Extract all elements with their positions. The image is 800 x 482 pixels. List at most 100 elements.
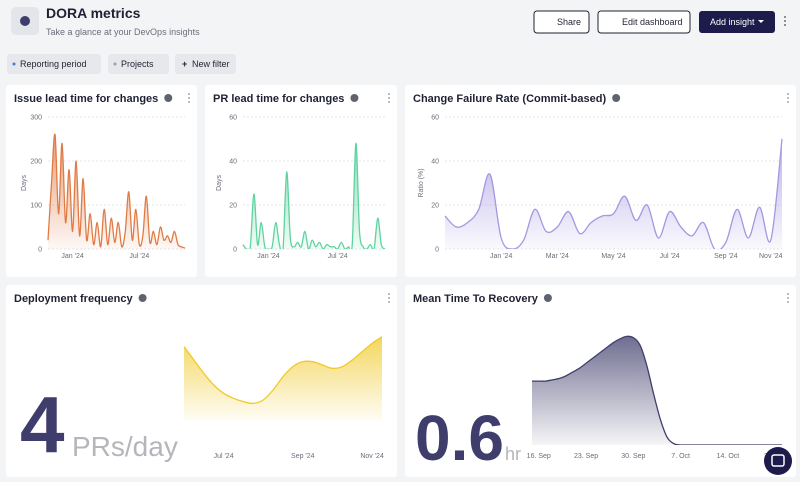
x-tick-label: Jan '24	[257, 253, 279, 260]
x-tick-label: Jul '24	[328, 253, 348, 260]
y-tick-label: 40	[229, 159, 237, 166]
y-tick-label: 40	[431, 159, 439, 166]
kebab-dot[interactable]	[787, 297, 789, 299]
kebab-dot[interactable]	[787, 293, 789, 295]
y-tick-label: 0	[435, 247, 439, 254]
filter-label[interactable]: Reporting period	[20, 59, 87, 69]
filter-chip[interactable]	[175, 54, 236, 74]
y-tick-label: 60	[431, 115, 439, 122]
area-fill	[48, 134, 185, 249]
x-tick-label: May '24	[601, 253, 625, 260]
x-tick-label: Sep '24	[714, 253, 738, 260]
kebab-dot[interactable]	[787, 101, 789, 103]
filter-chip[interactable]	[7, 54, 101, 74]
x-tick-label: Mar '24	[546, 253, 569, 260]
kebab-dot[interactable]	[188, 101, 190, 103]
edit-label[interactable]: Edit dashboard	[622, 17, 683, 27]
x-tick-label: Nov '24	[759, 253, 783, 260]
x-tick-label: 30. Sep	[621, 453, 645, 460]
filter-label[interactable]: Projects	[121, 59, 154, 69]
kebab-dot[interactable]	[388, 297, 390, 299]
y-axis-label: Days	[216, 175, 223, 191]
y-tick-label: 20	[229, 203, 237, 210]
edit-button[interactable]	[597, 10, 691, 34]
x-tick-label: Jul '24	[129, 253, 149, 260]
kebab-dot[interactable]	[388, 93, 390, 95]
kebab-dot[interactable]	[787, 93, 789, 95]
card-title: Change Failure Rate (Commit-based)	[413, 93, 606, 105]
kebab-dot[interactable]	[188, 97, 190, 99]
insight-card: Deployment frequency 4 PRs/day Jul '24 Sep '…	[6, 285, 397, 477]
y-axis-label: Days	[21, 175, 28, 191]
insight-card: Change Failure Rate (Commit-based) 0 20 40 6…	[405, 85, 796, 277]
y-tick-label: 100	[30, 203, 42, 210]
kebab-dot[interactable]	[787, 97, 789, 99]
y-tick-label: 60	[229, 115, 237, 122]
page-title: DORA metrics	[46, 5, 141, 21]
kebab-dot[interactable]	[388, 97, 390, 99]
big-number: 0.6	[415, 402, 504, 474]
y-tick-label: 20	[431, 203, 439, 210]
plus-icon: +	[182, 59, 187, 69]
chat-icon	[771, 454, 785, 467]
x-tick-label: 14. Oct	[717, 453, 740, 460]
line	[444, 138, 783, 249]
help-icon	[350, 94, 359, 102]
line	[531, 335, 782, 445]
share-label[interactable]: Share	[557, 17, 581, 27]
x-tick-label: Jul '24	[214, 453, 234, 460]
filter-label[interactable]: New filter	[192, 59, 230, 69]
x-tick-label: Jan '24	[61, 253, 83, 260]
y-axis-label: Ratio (%)	[418, 168, 425, 197]
filter-chip[interactable]	[108, 54, 169, 74]
insight-card: Issue lead time for changes 0 100 200 300 Day…	[6, 85, 197, 277]
line	[183, 336, 383, 405]
card-title: Deployment frequency	[14, 293, 133, 305]
x-tick-label: 23. Sep	[574, 453, 598, 460]
kebab-dot[interactable]	[388, 101, 390, 103]
y-tick-label: 200	[30, 159, 42, 166]
caret	[758, 20, 764, 23]
page-subtitle: Take a glance at your DevOps insights	[46, 27, 200, 37]
icon-glyph	[20, 16, 30, 26]
share-button[interactable]	[533, 10, 590, 34]
help-icon	[612, 94, 621, 102]
big-number: 4	[20, 380, 65, 469]
big-unit: hr	[505, 444, 521, 464]
help-icon	[164, 94, 173, 102]
x-tick-label: 7. Oct	[671, 453, 690, 460]
insight-card: PR lead time for changes 0 20 40 60 Days Jan '…	[205, 85, 397, 277]
card-title: Mean Time To Recovery	[413, 293, 539, 305]
add-insight-button[interactable]	[699, 11, 775, 33]
kebab-dot[interactable]	[388, 301, 390, 303]
chip-dot	[113, 62, 117, 66]
y-tick-label: 300	[30, 115, 42, 122]
more-menu[interactable]	[784, 16, 786, 26]
x-tick-label: Jan '24	[490, 253, 512, 260]
x-tick-label: Sep '24	[291, 453, 315, 460]
kebab-dot[interactable]	[388, 293, 390, 295]
card-title: PR lead time for changes	[213, 93, 344, 105]
kebab-dot[interactable]	[188, 93, 190, 95]
line	[242, 142, 386, 249]
chat-button[interactable]	[764, 447, 792, 475]
area-fill	[532, 336, 782, 445]
y-tick-label: 0	[233, 247, 237, 254]
area-fill	[243, 143, 385, 249]
y-tick-label: 0	[38, 247, 42, 254]
help-icon	[543, 294, 552, 302]
card-title: Issue lead time for changes	[14, 93, 158, 105]
insight-card: Mean Time To Recovery 0.6 hr 16. Sep 23. Sep…	[405, 285, 796, 477]
line	[47, 133, 186, 249]
add-insight-label[interactable]: Add insight	[710, 17, 755, 27]
x-tick-label: Nov '24	[360, 453, 384, 460]
x-tick-label: 16. Sep	[527, 453, 551, 460]
help-icon	[138, 294, 147, 302]
cards: Issue lead time for changes0100200300Day…	[6, 85, 796, 477]
chip-dot	[12, 62, 16, 66]
big-unit: PRs/day	[72, 431, 178, 462]
area-fill	[184, 336, 382, 420]
kebab-dot[interactable]	[787, 301, 789, 303]
x-tick-label: Jul '24	[660, 253, 680, 260]
